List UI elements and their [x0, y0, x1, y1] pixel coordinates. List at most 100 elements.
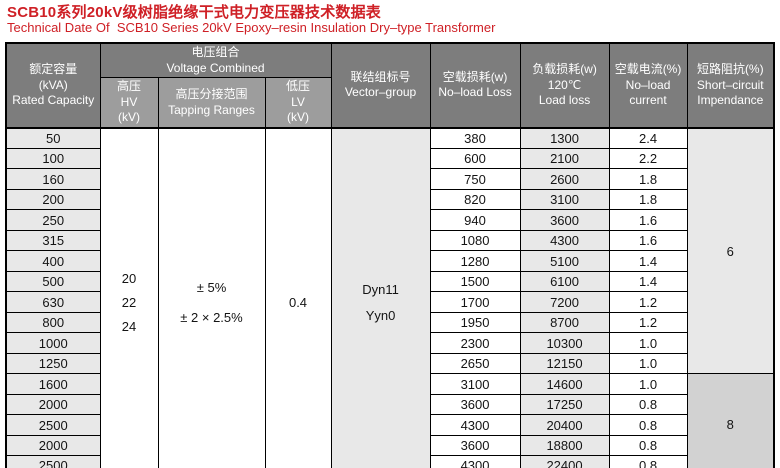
vector-group-merged-cell-line: Dyn11	[362, 281, 399, 297]
header-load-loss: 负载损耗(w) 120℃ Load loss	[519, 42, 610, 129]
no-load-current-cell: 1.6	[608, 229, 688, 252]
hv-merged-cell-line: 24	[121, 318, 137, 334]
vector-group-merged-cell: Dyn11 Yyn0	[330, 127, 431, 468]
no-load-loss-cell: 940	[429, 209, 521, 231]
no-load-current-cell: 1.0	[608, 373, 688, 395]
header-row-2: 高压 HV (kV) 高压分接范围 Tapping Ranges 低压 LV (…	[6, 77, 774, 129]
no-load-loss-cell: 3600	[429, 434, 521, 457]
load-loss-cell: 17250	[519, 393, 610, 416]
header-no-load-loss: 空载损耗(w) No–load Loss	[429, 42, 521, 129]
load-loss-cell: 14600	[519, 373, 610, 395]
table-row: 160 750 2600 1.8	[5, 168, 774, 190]
load-loss-cell: 4300	[519, 229, 610, 252]
load-loss-cell: 1300	[519, 127, 610, 149]
no-load-loss-cell: 1700	[429, 291, 521, 313]
capacity-cell: 160	[5, 168, 101, 190]
hv-merged-cell: 20 22 24	[99, 127, 159, 468]
capacity-cell: 400	[5, 250, 101, 272]
impedance-cell-6: 6	[686, 127, 775, 375]
load-loss-cell: 3100	[519, 188, 610, 211]
header-no-load-current: 空载电流(%) No–load current	[608, 42, 688, 129]
no-load-current-cell: 2.2	[608, 147, 688, 170]
table-row: 1250 2650 12150 1.0	[5, 352, 774, 375]
table-row: 2500 4300 22400 0.8	[5, 455, 774, 468]
no-load-loss-cell: 600	[429, 147, 521, 170]
tapping-merged-cell: ± 5% ± 2 × 2.5%	[157, 127, 266, 468]
load-loss-cell: 3600	[519, 209, 610, 231]
load-loss-cell: 22400	[519, 455, 610, 468]
no-load-current-cell: 0.8	[608, 455, 688, 468]
no-load-loss-cell: 4300	[429, 414, 521, 436]
table-body: 50 20 22 24 ± 5% ± 2 × 2.5% 0.4 Dyn11 Yyn0 380 130…	[5, 127, 775, 468]
capacity-cell: 100	[5, 147, 101, 170]
impedance-cell-8: 8	[686, 373, 775, 468]
page-title-en: Technical Date Of SCB10 Series 20kV Epox…	[7, 20, 496, 35]
capacity-cell: 800	[5, 311, 101, 334]
capacity-cell: 50	[5, 127, 101, 149]
table-row: 500 1500 6100 1.4	[5, 270, 774, 293]
no-load-current-cell: 1.0	[608, 332, 688, 354]
no-load-current-cell: 1.4	[608, 250, 688, 272]
no-load-current-cell: 0.8	[608, 434, 688, 457]
table-row: 2000 3600 17250 0.8	[5, 393, 774, 416]
header-lv: 低压 LV (kV)	[264, 77, 332, 129]
header-hv: 高压 HV (kV)	[99, 77, 159, 129]
capacity-cell: 200	[5, 188, 101, 211]
load-loss-cell: 7200	[519, 291, 610, 313]
no-load-loss-cell: 380	[429, 127, 521, 149]
no-load-loss-cell: 750	[429, 168, 521, 190]
load-loss-cell: 12150	[519, 352, 610, 375]
capacity-cell: 2500	[5, 455, 101, 468]
tapping-merged-cell-line: ± 2 × 2.5%	[180, 309, 243, 325]
header-voltage-combined: 电压组合 Voltage Combined	[99, 42, 332, 79]
header-row-1: 额定容量 (kVA) Rated Capacity 电压组合 Voltage C…	[5, 42, 775, 129]
header-rated-capacity: 额定容量 (kVA) Rated Capacity	[5, 42, 101, 129]
no-load-current-cell: 1.2	[608, 311, 688, 334]
capacity-cell: 315	[5, 229, 101, 252]
load-loss-cell: 10300	[519, 332, 610, 354]
no-load-loss-cell: 1950	[429, 311, 521, 334]
capacity-cell: 2500	[5, 414, 101, 436]
no-load-current-cell: 1.6	[608, 209, 688, 231]
no-load-current-cell: 1.2	[608, 291, 688, 313]
load-loss-cell: 5100	[519, 250, 610, 272]
transformer-data-table: 额定容量 (kVA) Rated Capacity 电压组合 Voltage C…	[5, 42, 776, 468]
header-vector-group: 联结组标号 Vector–group	[330, 42, 431, 129]
tapping-merged-cell-line: ± 5%	[196, 279, 227, 295]
no-load-loss-cell: 1500	[429, 270, 521, 293]
table-row: 2000 3600 18800 0.8	[5, 434, 774, 457]
table-row: 100 600 2100 2.2	[5, 147, 774, 170]
page-title-zh: SCB10系列20kV级树脂绝缘干式电力变压器技术数据表	[7, 4, 381, 21]
header-tapping-ranges: 高压分接范围 Tapping Ranges	[157, 77, 266, 129]
load-loss-cell: 2100	[519, 147, 610, 170]
load-loss-cell: 20400	[519, 414, 610, 436]
table-row: 50 20 22 24 ± 5% ± 2 × 2.5% 0.4 Dyn11 Yyn0 380 130…	[5, 127, 775, 468]
table-row: 1000 2300 10300 1.0	[5, 332, 774, 354]
no-load-current-cell: 1.0	[608, 352, 688, 375]
no-load-loss-cell: 820	[429, 188, 521, 211]
capacity-cell: 630	[5, 291, 101, 313]
capacity-cell: 250	[5, 209, 101, 231]
no-load-current-cell: 1.8	[608, 188, 688, 211]
no-load-loss-cell: 1280	[429, 250, 521, 272]
no-load-loss-cell: 2300	[429, 332, 521, 354]
no-load-current-cell: 0.8	[608, 393, 688, 416]
no-load-loss-cell: 2650	[429, 352, 521, 375]
load-loss-cell: 2600	[519, 168, 610, 190]
capacity-cell: 2000	[5, 393, 101, 416]
vector-group-merged-cell-line: Yyn0	[365, 307, 396, 323]
no-load-current-cell: 0.8	[608, 414, 688, 436]
table-row: 1600 3100 14600 1.0 8	[5, 373, 775, 468]
table-row: 800 1950 8700 1.2	[5, 311, 774, 334]
capacity-cell: 500	[5, 270, 101, 293]
lv-merged-cell: 0.4	[264, 127, 332, 468]
capacity-cell: 2000	[5, 434, 101, 457]
capacity-cell: 1600	[5, 373, 101, 395]
table-header: 额定容量 (kVA) Rated Capacity 电压组合 Voltage C…	[5, 42, 775, 129]
load-loss-cell: 6100	[519, 270, 610, 293]
table-row: 250 940 3600 1.6	[5, 209, 774, 231]
capacity-cell: 1000	[5, 332, 101, 354]
capacity-cell: 1250	[5, 352, 101, 375]
no-load-current-cell: 2.4	[608, 127, 688, 149]
